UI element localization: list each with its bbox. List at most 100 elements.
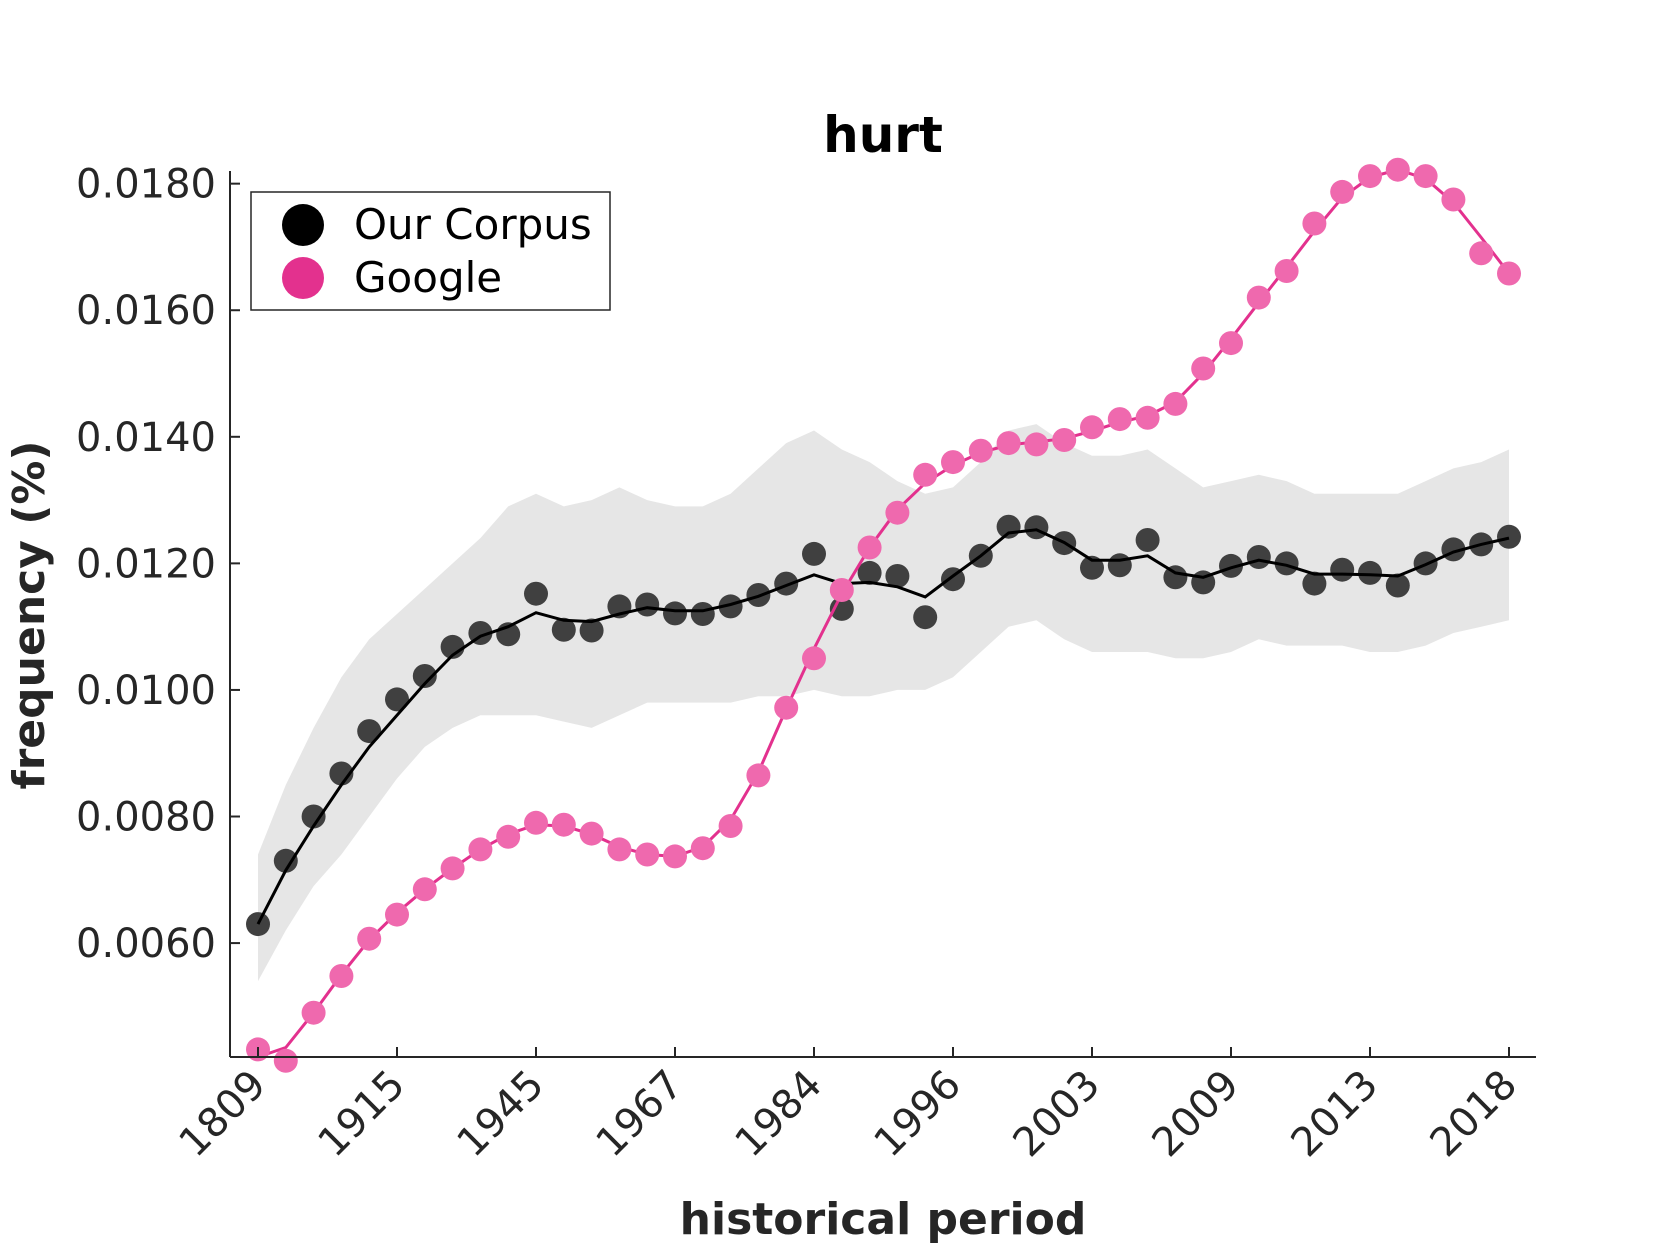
our-corpus-point (1080, 555, 1104, 580)
google-point (857, 535, 882, 560)
google-point (1163, 391, 1188, 416)
google-point (690, 836, 715, 861)
google-point (885, 500, 910, 525)
google-point (802, 646, 826, 671)
google-point (1441, 187, 1466, 212)
google-point (496, 824, 521, 849)
google-point (273, 1048, 298, 1073)
google-point (1024, 432, 1049, 457)
google-point (1191, 356, 1216, 381)
our-corpus-point (690, 602, 715, 626)
google-point (1080, 415, 1104, 440)
our-corpus-point (1302, 571, 1327, 596)
google-point (412, 877, 437, 902)
our-corpus-point (357, 719, 382, 744)
legend-marker-our-corpus (282, 204, 324, 246)
google-point (1274, 259, 1299, 283)
google-point (1135, 405, 1160, 430)
our-corpus-point (996, 514, 1021, 539)
google-point (607, 837, 632, 862)
our-corpus-point (1163, 565, 1188, 590)
y-tick-label: 0.0160 (76, 288, 216, 334)
our-corpus-point (663, 601, 687, 626)
our-corpus-point (329, 761, 354, 786)
google-point (1497, 261, 1521, 286)
y-tick-label: 0.0180 (76, 162, 216, 208)
y-axis-title: frequency (%) (4, 440, 55, 789)
our-corpus-point (440, 634, 465, 659)
our-corpus-point (524, 581, 548, 606)
google-point (829, 578, 854, 602)
our-corpus-point (1497, 524, 1521, 549)
google-point (635, 842, 660, 867)
google-point (941, 450, 965, 475)
our-corpus-point (774, 571, 799, 596)
google-point (718, 814, 743, 838)
google-point (774, 695, 799, 720)
google-point (1385, 157, 1410, 182)
our-corpus-point (857, 560, 882, 585)
legend-marker-google (282, 257, 324, 299)
our-corpus-point (913, 605, 938, 630)
google-point (1107, 407, 1132, 432)
our-corpus-point (1024, 515, 1049, 540)
our-corpus-point (635, 592, 660, 617)
our-corpus-point (1358, 560, 1382, 585)
y-tick-label: 0.0100 (76, 668, 216, 714)
our-corpus-point (412, 664, 437, 688)
google-markers (246, 157, 1521, 1073)
legend-label-our-corpus: Our Corpus (354, 200, 592, 249)
our-corpus-point (1135, 528, 1160, 552)
our-corpus-point (579, 618, 604, 643)
our-corpus-point (1330, 557, 1355, 582)
our-corpus-point (1246, 545, 1271, 569)
google-point (329, 964, 354, 988)
google-point (357, 926, 382, 951)
our-corpus-markers (246, 514, 1521, 937)
google-point (913, 462, 938, 487)
google-point (1052, 428, 1077, 452)
y-tick-label: 0.0060 (76, 921, 216, 967)
google-point (1246, 285, 1271, 310)
y-tick-label: 0.0080 (76, 795, 216, 841)
our-corpus-point (718, 594, 743, 619)
google-line (257, 168, 1511, 1059)
y-ticks: 0.0060 0.0080 0.0100 0.0120 0.0140 0.0160 0.01… (76, 162, 240, 967)
y-tick-label: 0.0120 (76, 541, 216, 587)
chart-title: hurt (823, 106, 943, 164)
plot-area (246, 157, 1521, 1073)
google-point (746, 763, 771, 788)
our-corpus-point (885, 564, 910, 588)
x-axis-title: historical period (680, 1194, 1087, 1245)
our-corpus-line (256, 528, 1510, 925)
our-corpus-point (1385, 573, 1410, 598)
legend-label-google: Google (354, 253, 502, 302)
confidence-band (258, 424, 1509, 982)
our-corpus-point (301, 804, 326, 829)
our-corpus-point (551, 617, 576, 642)
google-point (1302, 211, 1327, 236)
google-point (1469, 241, 1494, 266)
google-point (468, 837, 493, 862)
google-point (524, 810, 548, 835)
our-corpus-point (1107, 553, 1132, 578)
google-point (1413, 164, 1438, 189)
our-corpus-point (802, 541, 826, 566)
google-point (1358, 164, 1382, 189)
y-tick-label: 0.0140 (76, 415, 216, 461)
our-corpus-point (273, 848, 298, 873)
legend: Our Corpus Google (250, 191, 611, 311)
google-point (1219, 331, 1243, 356)
google-point (579, 821, 604, 846)
google-point (301, 1000, 326, 1025)
google-point (440, 856, 465, 881)
google-point (663, 844, 687, 869)
google-point (551, 812, 576, 837)
our-corpus-point (1274, 551, 1299, 576)
google-point (996, 431, 1021, 456)
google-point (968, 438, 993, 463)
google-point (385, 902, 409, 927)
google-point (1330, 179, 1355, 204)
our-corpus-point (385, 687, 409, 712)
